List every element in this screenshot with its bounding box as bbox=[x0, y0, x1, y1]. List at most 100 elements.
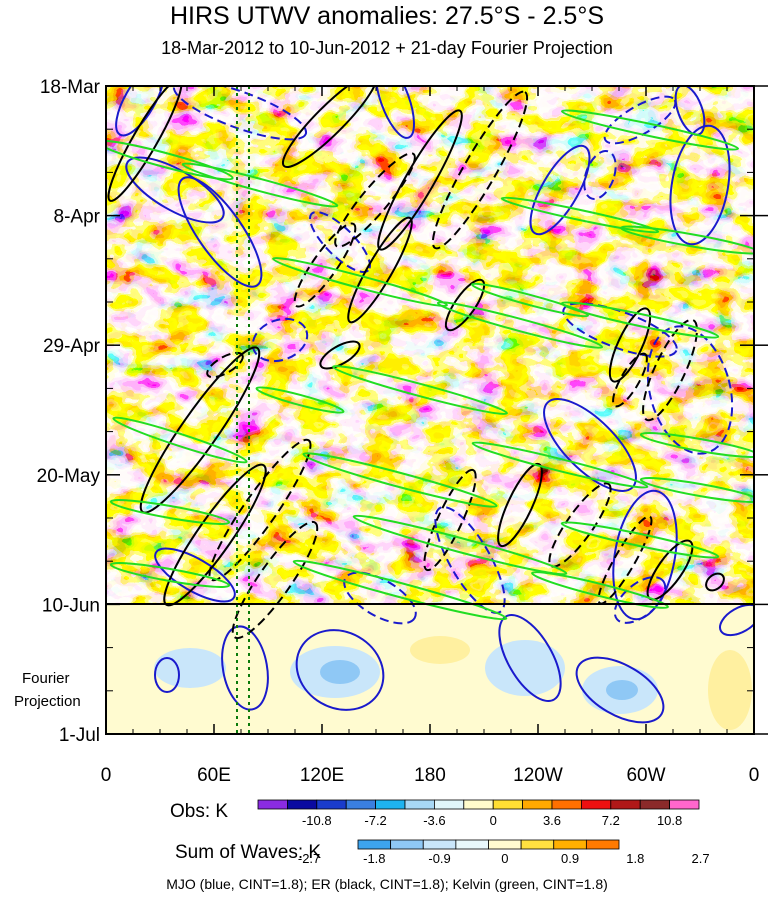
wave-contours bbox=[106, 86, 754, 724]
x-tick-label: 180 bbox=[414, 765, 446, 786]
er-contour bbox=[293, 222, 357, 308]
obs-colorbar-swatch bbox=[610, 799, 641, 810]
mjo-contour bbox=[154, 657, 180, 693]
er-contour bbox=[497, 462, 543, 548]
waves-colorbar-swatch bbox=[455, 839, 489, 850]
kelvin-contour bbox=[639, 432, 754, 458]
waves-colorbar-swatch bbox=[585, 839, 620, 850]
kelvin-contour bbox=[255, 386, 345, 414]
waves-colorbar-label: Sum of Waves: K bbox=[175, 842, 322, 863]
chart-title: HIRS UTWV anomalies: 27.5°S - 2.5°S bbox=[169, 2, 605, 30]
projection-blobs bbox=[154, 636, 752, 730]
waves-colorbar-tick-label: -2.7 bbox=[298, 851, 320, 866]
er-contour bbox=[548, 482, 612, 568]
mjo-contour bbox=[583, 150, 617, 200]
obs-colorbar-swatch bbox=[433, 799, 465, 810]
kelvin-contour bbox=[332, 364, 508, 416]
obs-colorbar-swatch bbox=[316, 799, 347, 810]
x-tick-label: 0 bbox=[749, 765, 760, 786]
waves-colorbar-swatch bbox=[488, 839, 522, 850]
obs-colorbar-tick-label: -3.6 bbox=[423, 813, 445, 828]
mjo-contour bbox=[613, 576, 667, 624]
obs-colorbar-swatch bbox=[257, 799, 288, 810]
mjo-contour bbox=[646, 325, 734, 455]
mjo-contour bbox=[309, 211, 371, 273]
waves-colorbar-swatch bbox=[390, 839, 424, 850]
y-tick-label: 8-Apr bbox=[54, 207, 101, 228]
er-contour bbox=[608, 307, 652, 383]
mjo-contour bbox=[434, 506, 506, 614]
waves-colorbar-tick-label: 0.9 bbox=[561, 851, 579, 866]
projection-label: Fourier bbox=[22, 670, 70, 687]
kelvin-contour bbox=[352, 514, 568, 576]
x-tick-label: 120E bbox=[300, 765, 344, 786]
obs-colorbar-tick-label: -10.8 bbox=[302, 813, 332, 828]
waves-colorbar-tick-label: 0 bbox=[501, 851, 508, 866]
kelvin-contour bbox=[531, 571, 669, 609]
er-contour bbox=[431, 90, 529, 250]
er-contour bbox=[423, 468, 477, 572]
er-contour bbox=[642, 318, 698, 422]
er-contour bbox=[231, 520, 319, 640]
obs-colorbar-swatch bbox=[286, 799, 318, 810]
axes: 0 60E 120E 180 120W 60W 0 18-Mar 8-Apr 29-Apr 20-M… bbox=[37, 77, 768, 786]
obs-colorbar-swatch bbox=[581, 799, 612, 810]
mjo-contour bbox=[575, 656, 665, 724]
kelvin-contour bbox=[181, 162, 339, 208]
mjo-contour bbox=[295, 629, 385, 711]
mjo-contour bbox=[562, 302, 678, 358]
waves-colorbar-swatch bbox=[357, 839, 392, 850]
mjo-contour bbox=[172, 86, 308, 141]
obs-colorbar-swatch bbox=[345, 799, 377, 810]
y-tick-label: 10-Jun bbox=[42, 595, 100, 616]
er-contour bbox=[347, 216, 413, 324]
obs-colorbar-swatch bbox=[463, 799, 494, 810]
er-contour bbox=[377, 109, 463, 251]
kelvin-contour bbox=[639, 477, 754, 503]
er-contour bbox=[334, 152, 416, 248]
mjo-contour bbox=[529, 144, 591, 236]
obs-colorbar-tick-label: 3.6 bbox=[543, 813, 561, 828]
mjo-contour bbox=[154, 547, 236, 603]
plot-area bbox=[105, 85, 755, 735]
obs-colorbar-swatch bbox=[375, 799, 406, 810]
kelvin-contour bbox=[109, 499, 231, 525]
kelvin-contour bbox=[436, 301, 604, 349]
er-contour bbox=[612, 352, 648, 408]
kelvin-contour bbox=[500, 196, 660, 234]
contour-legend-note: MJO (blue, CINT=1.8); ER (black, CINT=1.… bbox=[166, 876, 608, 892]
kelvin-contour bbox=[272, 256, 448, 308]
y-tick-label: 1-Jul bbox=[59, 725, 100, 746]
y-tick-label: 29-Apr bbox=[43, 336, 101, 357]
x-tick-label: 0 bbox=[101, 765, 112, 786]
obs-colorbar-label: Obs: K bbox=[170, 801, 229, 822]
x-tick-label: 120W bbox=[513, 765, 563, 786]
chart-subtitle: 18-Mar-2012 to 10-Jun-2012 + 21-day Four… bbox=[161, 38, 613, 58]
projection-label: Projection bbox=[14, 693, 81, 710]
waves-colorbar-tick-label: -0.9 bbox=[428, 851, 450, 866]
mjo-contour bbox=[177, 176, 263, 288]
obs-colorbar-swatch bbox=[492, 799, 524, 810]
er-contour bbox=[281, 86, 379, 169]
y-tick-label: 18-Mar bbox=[40, 77, 101, 98]
kelvin-contour bbox=[560, 109, 740, 151]
mjo-contour bbox=[375, 86, 415, 139]
y-tick-label: 20-May bbox=[37, 466, 101, 487]
waves-colorbar-swatch bbox=[520, 839, 555, 850]
er-contour bbox=[107, 86, 183, 202]
mjo-contour bbox=[343, 571, 417, 625]
kelvin-contour bbox=[106, 139, 234, 181]
obs-colorbar-swatch bbox=[522, 799, 553, 810]
waves-colorbar-swatch bbox=[553, 839, 587, 850]
er-contour bbox=[705, 572, 725, 592]
mjo-contour bbox=[498, 614, 562, 702]
obs-colorbar-tick-label: 10.8 bbox=[657, 813, 682, 828]
er-contour bbox=[319, 340, 361, 370]
kelvin-contour bbox=[112, 416, 248, 464]
kelvin-contour bbox=[292, 559, 508, 621]
kelvin-contour bbox=[560, 521, 720, 559]
kelvin-contour bbox=[109, 562, 231, 588]
obs-colorbar-swatch bbox=[639, 799, 671, 810]
waves-colorbar-tick-label: 2.7 bbox=[692, 851, 710, 866]
